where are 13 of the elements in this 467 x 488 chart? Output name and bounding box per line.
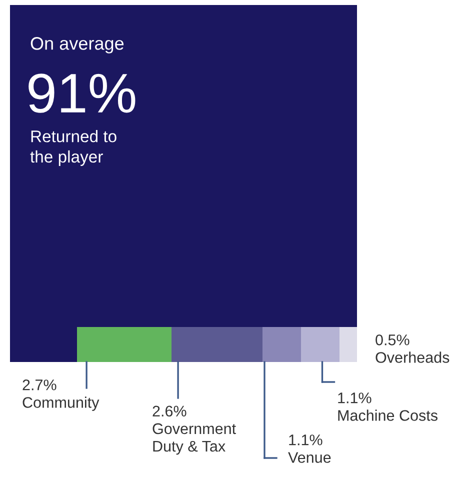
category-label: Machine Costs: [338, 410, 438, 421]
data-label: 91%: [28, 74, 136, 113]
category-label: Overheads: [376, 352, 450, 363]
category-label: Community: [22, 396, 100, 411]
text: On average: [30, 37, 124, 54]
data-label: 2.7%: [22, 380, 56, 390]
data-label: 1.1%: [338, 392, 372, 404]
category-label: Venue: [288, 452, 331, 463]
data-label: 1.1%: [289, 434, 322, 446]
category-label: Returned to the player: [30, 130, 116, 166]
data-label: 0.5%: [376, 334, 410, 346]
data-label: 2.6%: [152, 406, 186, 417]
category-label: Government Duty & Tax: [152, 423, 236, 455]
